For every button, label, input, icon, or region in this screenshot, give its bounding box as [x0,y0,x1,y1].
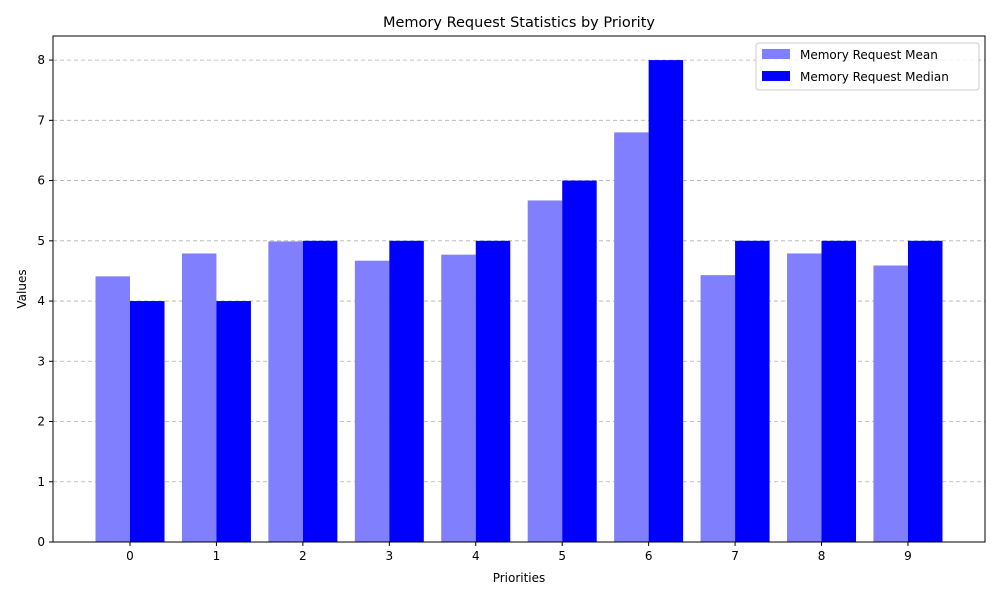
legend-label-mean: Memory Request Mean [800,48,938,62]
bar-mean-0 [95,276,130,542]
y-tick-label: 5 [37,234,45,248]
x-axis-label: Priorities [493,571,546,585]
x-axis: 0 1 2 3 4 5 6 7 8 9 [126,542,912,563]
x-tick-label: 6 [645,549,653,563]
bar-mean-7 [700,275,736,542]
chart-title: Memory Request Statistics by Priority [383,15,655,31]
x-tick-label: 0 [126,549,134,563]
y-tick-label: 8 [37,53,45,67]
bar-median-2 [302,240,338,543]
x-tick-label: 8 [818,549,826,563]
y-tick-label: 2 [37,415,45,429]
bar-mean-1 [181,253,217,542]
x-tick-label: 3 [385,549,393,563]
x-tick-label: 7 [731,549,739,563]
y-tick-label: 4 [37,294,45,308]
y-tick-label: 7 [37,113,45,127]
bar-median-5 [562,180,597,543]
bar-mean-6 [614,132,649,542]
y-axis: 0 1 2 3 4 5 6 7 8 [37,53,53,549]
bar-mean-3 [354,260,390,542]
x-tick-label: 1 [213,549,221,563]
legend-swatch-mean [762,49,790,59]
bar-median-1 [216,301,251,542]
bar-mean-2 [268,241,303,542]
legend-box [755,42,980,91]
legend-swatch-median [762,71,790,81]
bar-median-8 [821,240,857,543]
x-tick-label: 9 [904,549,912,563]
x-tick-label: 2 [299,549,307,563]
plot-frame [52,35,986,543]
y-tick-label: 6 [37,174,45,188]
y-tick-label: 0 [37,535,45,549]
bar-mean-8 [787,253,822,542]
bar-median-3 [389,240,424,543]
bar-mean-5 [527,200,563,542]
bars [95,60,943,543]
x-tick-label: 4 [472,549,480,563]
legend-label-median: Memory Request Median [800,70,949,84]
bar-median-0 [130,301,165,542]
bar-mean-9 [873,265,908,542]
bar-median-4 [475,240,511,543]
y-axis-label: Values [15,269,29,308]
bar-median-7 [735,240,770,543]
bar-mean-4 [441,254,476,542]
x-tick-label: 5 [558,549,566,563]
legend: Memory Request Mean Memory Request Media… [755,42,980,91]
y-tick-label: 3 [37,354,45,368]
bar-median-9 [907,240,943,543]
bar-median-6 [648,60,684,542]
y-tick-label: 1 [37,475,45,489]
